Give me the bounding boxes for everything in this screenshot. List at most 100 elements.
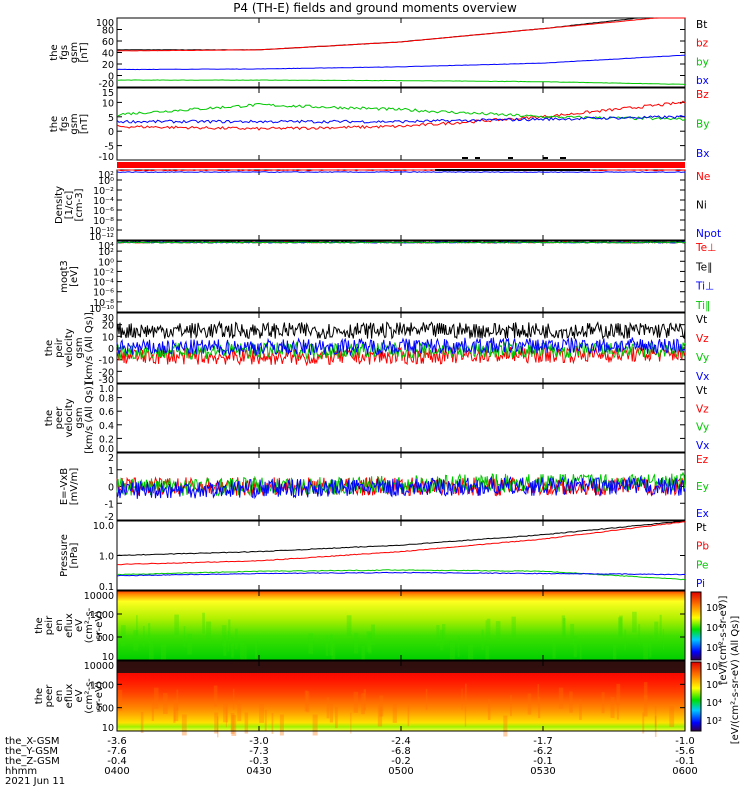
y-tick-label: 10⁻⁶ [93, 288, 114, 299]
y-axis-label: velocity [64, 328, 75, 367]
spectrogram-texture [601, 692, 605, 714]
legend-Vy: Vy [696, 422, 709, 434]
series-bz [116, 17, 685, 52]
legend-Pb: Pb [696, 541, 709, 553]
y-tick-label: 10⁻⁴ [93, 278, 114, 289]
spectrogram-texture [304, 690, 308, 712]
y-tick-label: -30 [98, 375, 114, 386]
y-axis-label: sr-eV) [94, 681, 105, 710]
spectrogram-texture [149, 640, 154, 662]
spectrogram-texture [510, 695, 512, 717]
footer-value: -5.6 [675, 746, 695, 757]
spectrogram-texture [610, 696, 615, 718]
legend-by: by [696, 56, 709, 68]
series-Vt [116, 320, 686, 340]
y-tick-label: 15 [102, 88, 114, 99]
series-Pb [117, 521, 686, 566]
spectrogram-texture [187, 633, 192, 655]
spectrogram-texture [350, 712, 352, 734]
spectrogram-texture [449, 641, 455, 663]
spectrogram-texture [616, 698, 619, 720]
legend-Te⊥: Te⊥ [695, 242, 716, 254]
y-tick-label: -1 [105, 499, 114, 510]
y-axis-label: E=-VxB [59, 468, 70, 505]
spectrogram-texture [244, 712, 249, 734]
y-tick-label: -2 [105, 512, 114, 523]
y-tick-label: -5 [105, 142, 114, 153]
y-tick-label: 100 [96, 633, 114, 644]
y-tick-label: 10² [98, 247, 114, 258]
y-axis-label: gsm [69, 42, 80, 63]
spectrogram-texture [235, 628, 238, 650]
spectrogram-texture [163, 692, 168, 714]
footer-value: -6.8 [391, 746, 411, 757]
spectrogram-texture [279, 714, 284, 736]
spectrogram-texture [228, 619, 231, 641]
y-axis-label: [mV/m] [69, 468, 80, 506]
spectrogram-texture [632, 611, 637, 633]
y-tick-label: 10⁻⁴ [93, 196, 114, 207]
footer-value: -3.6 [107, 736, 127, 747]
spectrogram-texture [221, 625, 227, 646]
y-axis-label: eflux [64, 613, 75, 638]
y-tick-label: 40 [102, 49, 114, 60]
spectrogram-texture [306, 691, 310, 713]
spectrogram-texture [503, 715, 508, 737]
series-Pe [116, 569, 686, 581]
spectrogram-texture [213, 685, 218, 707]
spectrogram-texture [331, 639, 336, 661]
colorbar-tick: 10² [706, 643, 722, 654]
spectrogram-texture [225, 706, 227, 728]
y-axis-label: velocity [64, 398, 75, 437]
y-tick-label: 1000 [90, 610, 114, 621]
spectrogram-texture [143, 626, 145, 647]
footer-value: -0.2 [391, 756, 411, 767]
footer-value: 0500 [388, 766, 414, 777]
spectrogram-texture [223, 635, 227, 656]
spectrogram-texture [618, 617, 623, 639]
y-axis-label: sr-eV) [94, 611, 105, 640]
footer-date: 2021 Jun 11 [5, 776, 66, 787]
panel-frame-temperature [116, 240, 686, 313]
footer-row-z: the_Z-GSM [5, 756, 60, 767]
legend-Vy: Vy [696, 352, 709, 364]
y-axis-label: [1/cc] [64, 191, 75, 220]
spectrogram-texture [468, 644, 474, 666]
y-axis-label: Density [54, 186, 65, 224]
y-tick-label: 10⁻¹⁰ [89, 304, 114, 315]
spectrogram-texture [244, 645, 247, 666]
y-tick-label: 0.2 [99, 434, 114, 445]
spectrogram-texture [643, 695, 648, 717]
spectrogram-texture [643, 682, 648, 704]
spectrogram-texture [527, 693, 532, 715]
y-tick-label: 1 [108, 466, 114, 477]
spectrogram-texture [214, 712, 219, 734]
spectrogram-texture [271, 712, 274, 734]
footer-value: -3.0 [249, 736, 269, 747]
legend-Pi: Pi [696, 578, 705, 590]
spectrogram-texture [485, 645, 489, 667]
legend-Vt: Vt [696, 385, 707, 397]
spectrogram-texture [231, 714, 237, 736]
status-mark [560, 157, 566, 159]
colorbar-tick: 10⁸ [706, 662, 722, 673]
footer-value: -6.2 [533, 746, 553, 757]
y-tick-label: 10⁴ [98, 241, 114, 252]
footer-row-hhmm: hhmm [5, 766, 38, 777]
series-Bx [116, 114, 686, 124]
panel-frame-peer_velocity [116, 383, 686, 453]
spectrogram-texture [173, 701, 176, 723]
y-axis-label: peer [44, 684, 55, 708]
spectrogram-texture [392, 701, 397, 723]
spectrogram-texture [181, 714, 187, 736]
spectrogram-texture [562, 618, 566, 639]
y-axis-label: fgs [59, 116, 70, 131]
y-tick-label: -10 [98, 356, 114, 367]
colorbar-tick: 10² [706, 716, 722, 727]
spectrogram-texture [117, 689, 123, 711]
panel-frame-density [116, 169, 686, 241]
spectrogram-texture [325, 635, 329, 656]
y-axis-label: peir [54, 337, 65, 357]
y-tick-label: -20 [98, 367, 114, 378]
y-tick-label: 10 [102, 652, 114, 663]
